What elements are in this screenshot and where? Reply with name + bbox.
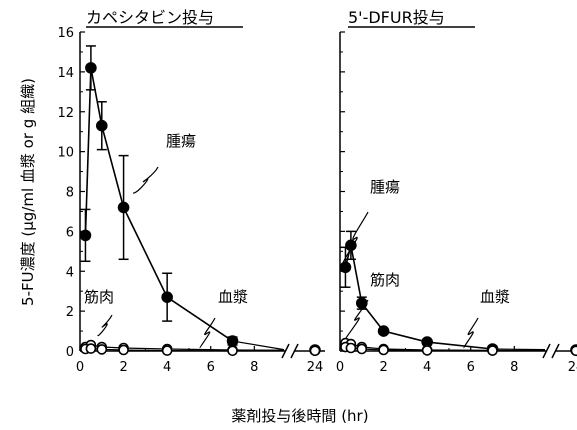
panel-2-x-tick-label: 6 (467, 360, 475, 375)
panel-1-x-tick-label: 2 (119, 360, 127, 375)
panel-1-annotation-leader (199, 317, 216, 349)
panel-1-tumor-point (161, 291, 173, 303)
y-tick-label: 2 (66, 305, 74, 320)
panel-2-annotation-tumor: 腫瘍 (370, 178, 400, 196)
panel-1-plasma-point (96, 344, 108, 355)
panel-2-x-tick-label: 2 (379, 360, 387, 375)
panel-1-tumor-point (117, 201, 130, 214)
panel-2-annotation-plasma: 血漿 (480, 288, 510, 306)
panel-1-annotation-leader (132, 166, 159, 194)
panel-1-tumor-point (226, 335, 239, 347)
panel-2-plasma-point (421, 345, 433, 356)
y-tick-label: 4 (66, 265, 74, 280)
axes-layer (79, 26, 577, 359)
panel-1-axis-break-mark (281, 343, 290, 359)
panel-1-annotation-leader (97, 314, 113, 337)
y-tick-label: 16 (57, 26, 74, 41)
panel-2-annotation-leader (463, 317, 479, 349)
panel-1-tumor-line (84, 67, 233, 342)
panel-1-plasma-point (161, 345, 173, 356)
y-tick-label: 0 (66, 345, 74, 360)
panel-1-x-tick-label: 8 (250, 360, 258, 375)
panel-1-title: カペシタビン投与 (86, 8, 214, 27)
panel-2-annotation-leader (341, 211, 369, 266)
panel-1-plasma-point (227, 345, 238, 357)
panel-2-plasma-point (570, 345, 577, 357)
panel-2-plasma-point (378, 344, 389, 356)
y-tick-label: 6 (66, 225, 74, 240)
y-tick-label: 14 (57, 66, 74, 81)
panel-2-tumor-point (377, 325, 390, 337)
y-axis-label: 5-FU濃度 (μg/ml 血漿 or g 組織) (19, 78, 37, 306)
panel-1-x-tick-label: 24 (307, 360, 324, 375)
panel-1-annotation-plasma: 血漿 (218, 288, 248, 306)
panel-2-x-tick-label: 0 (336, 360, 344, 375)
panel-2-plasma-point (487, 345, 498, 356)
panel-1-tumor-point (79, 229, 92, 242)
panel-1-tumor-line-tail (232, 340, 285, 351)
panel-1-x-tick-label: 0 (76, 360, 84, 375)
panel-2-axis-break-mark (542, 343, 551, 359)
panel-1-annotation-tumor: 腫瘍 (166, 132, 196, 150)
panel-2-annotation-muscle: 筋肉 (370, 271, 400, 289)
panel-2-x-tick-label: 4 (423, 360, 431, 375)
text-layer: 5-FU濃度 (μg/ml 血漿 or g 組織) 薬剤投与後時間 (hr) カペシ… (19, 8, 577, 425)
panel-1-x-tick-label: 4 (163, 360, 171, 375)
y-tick-label: 10 (57, 146, 74, 161)
panel-2-plasma-point (356, 343, 368, 355)
panel-2-x-tick-label: 8 (510, 360, 518, 375)
panel-2-tumor-point (339, 261, 352, 274)
panel-2-tumor-point (355, 297, 368, 309)
panel-1-axis-break-mark (290, 343, 299, 359)
panel-2-annotation-leader (345, 299, 369, 339)
x-axis-label: 薬剤投与後時間 (hr) (231, 407, 368, 425)
y-tick-label: 12 (57, 106, 74, 121)
panel-1-annotation-muscle: 筋肉 (84, 288, 114, 306)
panel-1-plasma-point (309, 345, 321, 357)
panel-2-x-tick-label: 24 (568, 360, 577, 375)
panel-1-plasma-point (85, 343, 97, 354)
panel-1-plasma-point (118, 344, 129, 356)
panel-1-tumor-point (95, 119, 108, 132)
panel-1-x-tick-label: 6 (207, 360, 215, 375)
y-tick-label: 8 (66, 186, 74, 201)
panel-2-axis-break-mark (551, 343, 560, 359)
panel-2-title: 5'-DFUR投与 (348, 8, 445, 27)
panel-2-tumor-point (345, 239, 357, 252)
panel-2-tumor-line-tail (492, 348, 546, 351)
panel-2-plasma-point (345, 342, 357, 354)
panel-1-tumor-point (85, 62, 97, 74)
series-layer (79, 45, 577, 357)
